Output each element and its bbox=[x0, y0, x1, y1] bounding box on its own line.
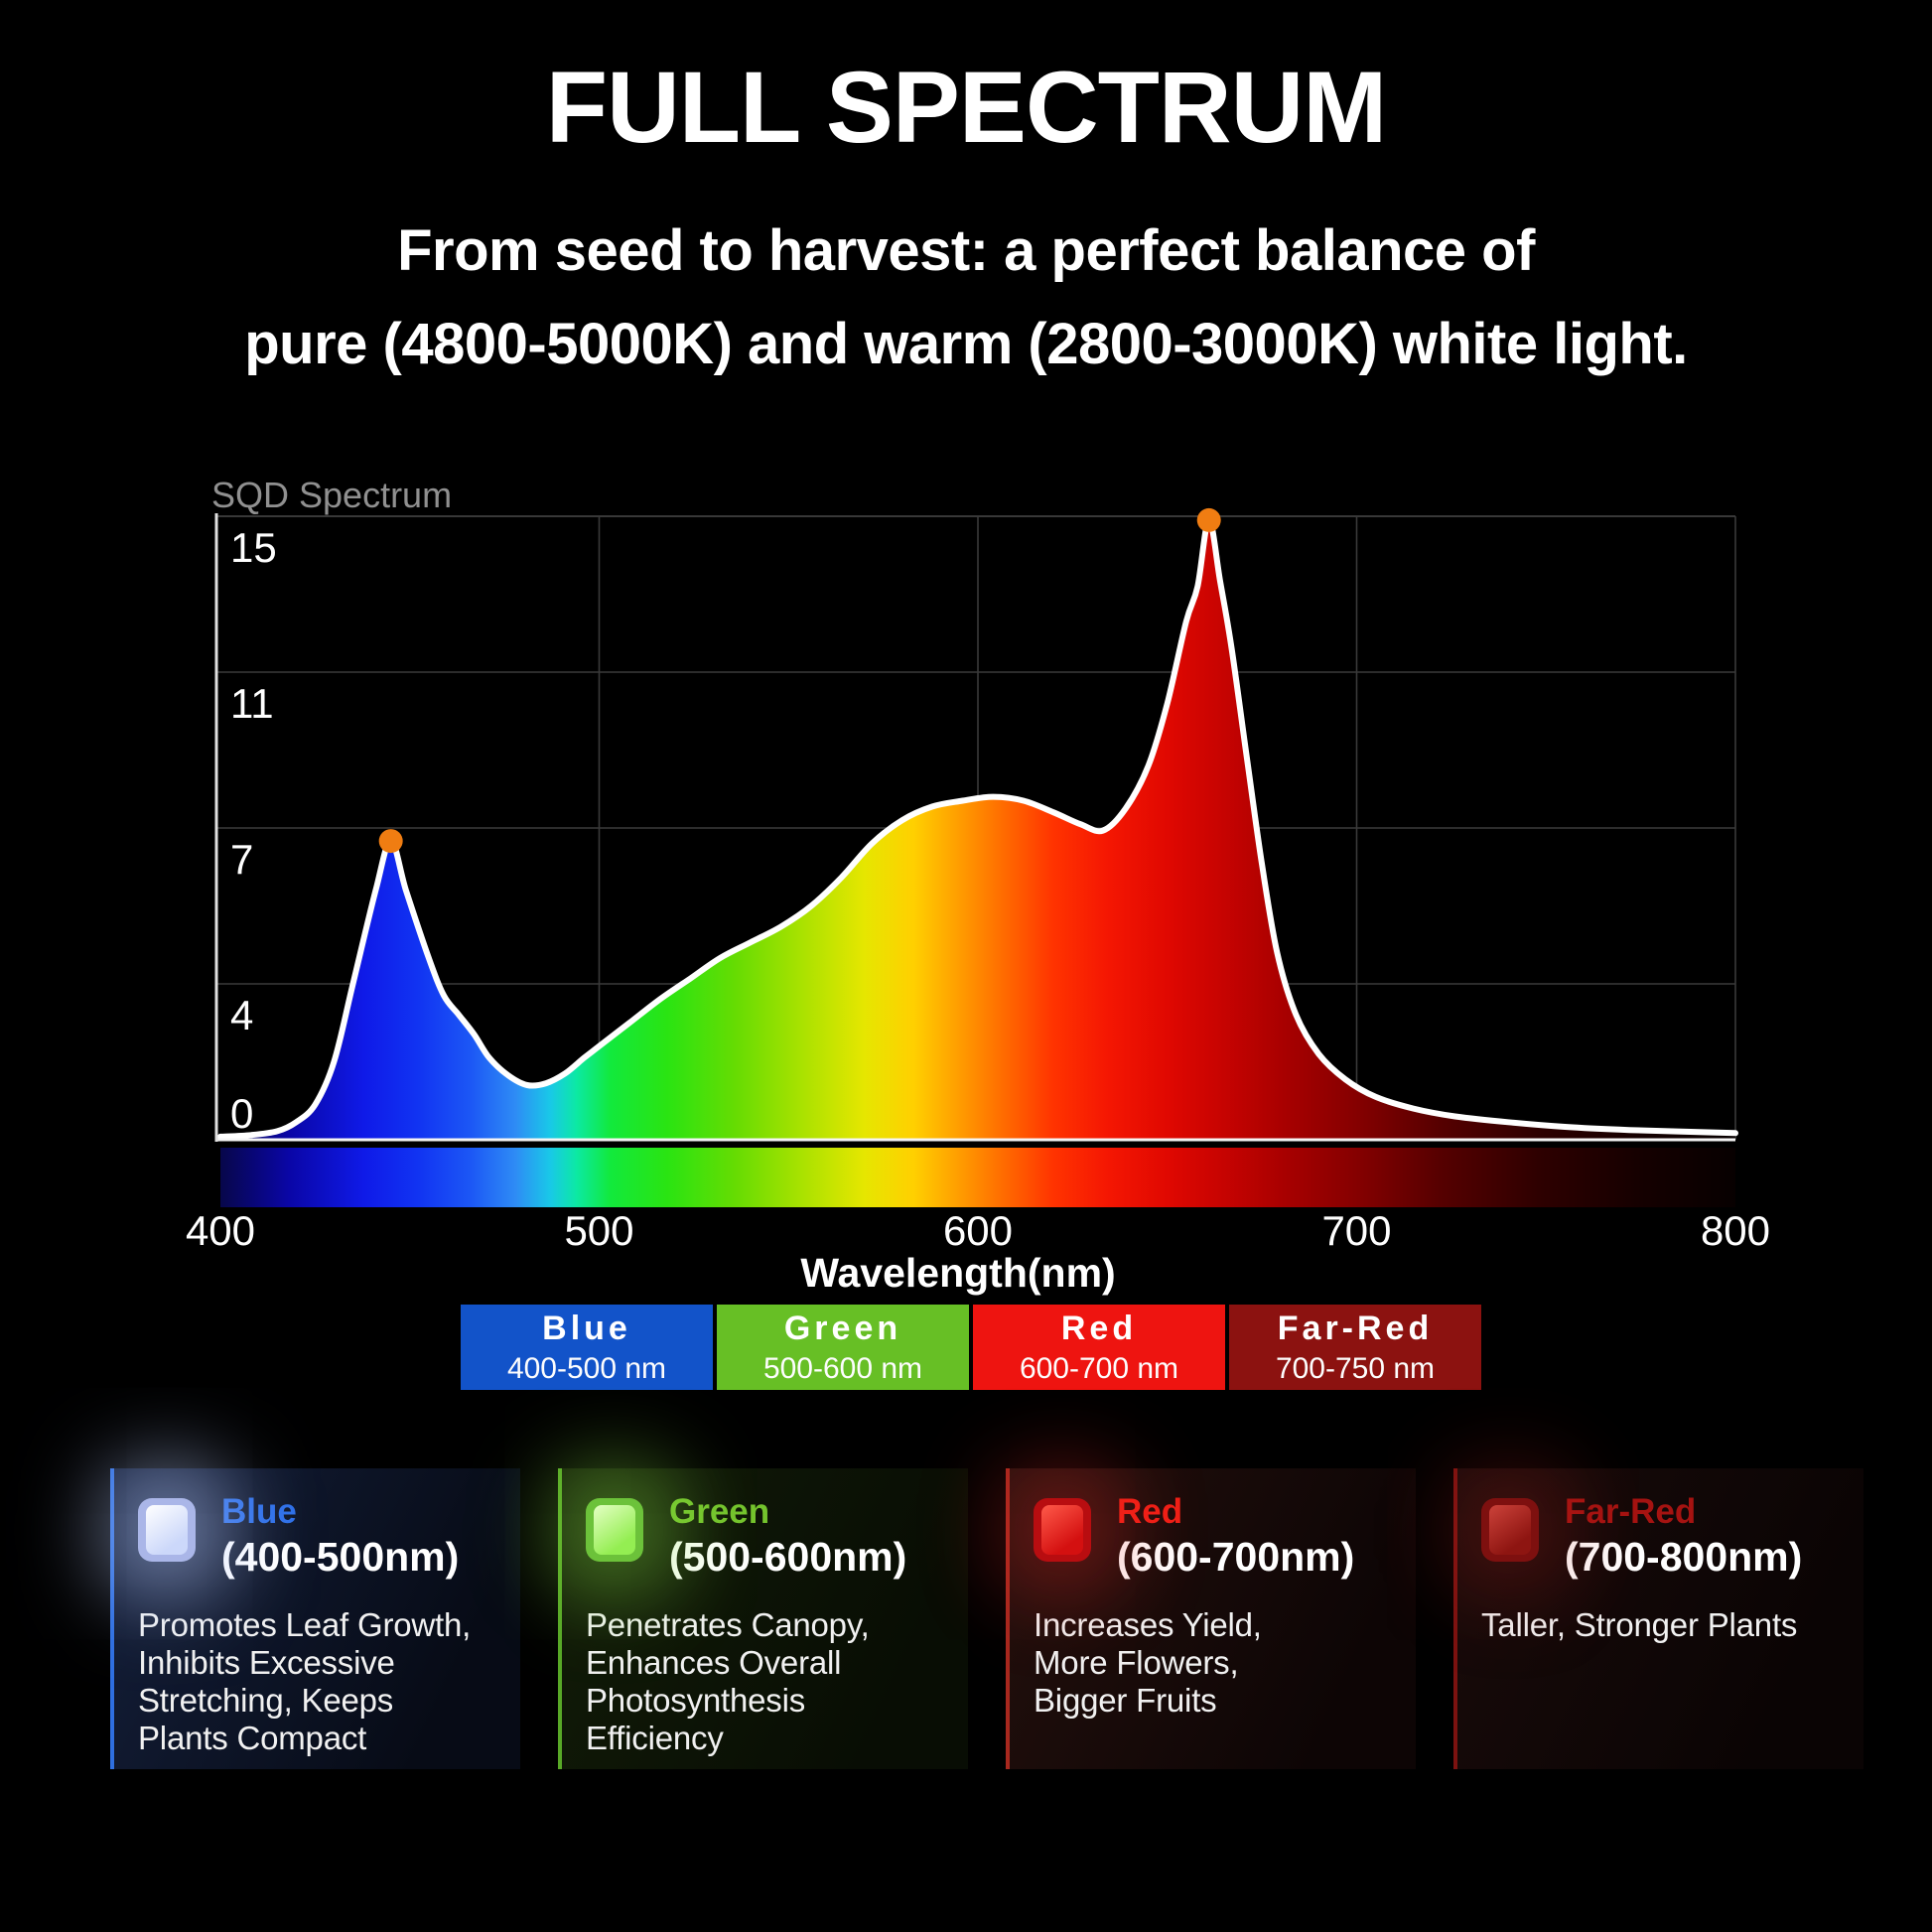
svg-text:11: 11 bbox=[230, 680, 274, 727]
card-header: Green (500-600nm) bbox=[586, 1492, 946, 1581]
svg-text:800: 800 bbox=[1701, 1207, 1770, 1254]
subtitle-line-1: From seed to harvest: a perfect balance … bbox=[397, 218, 1535, 283]
card-farred: Far-Red (700-800nm) Taller, Stronger Pla… bbox=[1453, 1468, 1863, 1769]
legend-item-red: Red 600-700 nm bbox=[973, 1305, 1225, 1390]
svg-text:4: 4 bbox=[230, 992, 253, 1038]
svg-text:700: 700 bbox=[1321, 1207, 1391, 1254]
svg-text:0: 0 bbox=[230, 1090, 253, 1137]
card-title: Red bbox=[1117, 1492, 1183, 1531]
card-description: Increases Yield, More Flowers, Bigger Fr… bbox=[1034, 1606, 1262, 1720]
green-led-icon bbox=[586, 1498, 643, 1562]
card-red: Red (600-700nm) Increases Yield, More Fl… bbox=[1006, 1468, 1416, 1769]
legend-item-blue: Blue 400-500 nm bbox=[461, 1305, 713, 1390]
svg-text:7: 7 bbox=[230, 836, 253, 883]
page-title: FULL SPECTRUM bbox=[545, 51, 1387, 164]
legend-item-farred: Far-Red 700-750 nm bbox=[1229, 1305, 1481, 1390]
page-subtitle: From seed to harvest: a perfect balance … bbox=[0, 205, 1932, 391]
card-header: Red (600-700nm) bbox=[1034, 1492, 1394, 1581]
card-blue: Blue (400-500nm) Promotes Leaf Growth, I… bbox=[110, 1468, 520, 1769]
svg-text:600: 600 bbox=[943, 1207, 1013, 1254]
legend-label: Far-Red bbox=[1277, 1309, 1434, 1347]
card-green: Green (500-600nm) Penetrates Canopy, Enh… bbox=[558, 1468, 968, 1769]
svg-text:15: 15 bbox=[230, 524, 277, 571]
legend-range: 500-600 nm bbox=[762, 1351, 923, 1385]
card-title: Far-Red bbox=[1565, 1492, 1697, 1531]
red-led-icon bbox=[1034, 1498, 1091, 1562]
legend-label: Red bbox=[1060, 1309, 1138, 1347]
farred-led-icon bbox=[1481, 1498, 1539, 1562]
svg-text:Wavelength(nm): Wavelength(nm) bbox=[800, 1250, 1115, 1296]
card-description: Promotes Leaf Growth, Inhibits Excessive… bbox=[138, 1606, 472, 1757]
legend-range: 700-750 nm bbox=[1275, 1351, 1436, 1385]
card-header: Far-Red (700-800nm) bbox=[1481, 1492, 1842, 1581]
legend-range: 400-500 nm bbox=[506, 1351, 667, 1385]
svg-text:SQD Spectrum: SQD Spectrum bbox=[211, 475, 452, 515]
card-title: Blue bbox=[221, 1492, 297, 1531]
svg-text:400: 400 bbox=[186, 1207, 255, 1254]
card-range: (700-800nm) bbox=[1565, 1534, 1803, 1581]
legend-label: Green bbox=[783, 1309, 902, 1347]
wavelength-legend: Blue 400-500 nm Green 500-600 nm Red 600… bbox=[461, 1305, 1481, 1390]
subtitle-line-2: pure (4800-5000K) and warm (2800-3000K) … bbox=[244, 312, 1688, 376]
card-description: Taller, Stronger Plants bbox=[1481, 1606, 1798, 1644]
card-title: Green bbox=[669, 1492, 770, 1531]
legend-range: 600-700 nm bbox=[1019, 1351, 1179, 1385]
legend-label: Blue bbox=[542, 1309, 631, 1347]
blue-led-icon bbox=[138, 1498, 196, 1562]
legend-item-green: Green 500-600 nm bbox=[717, 1305, 969, 1390]
card-header: Blue (400-500nm) bbox=[138, 1492, 498, 1581]
card-description: Penetrates Canopy, Enhances Overall Phot… bbox=[586, 1606, 870, 1757]
card-range: (500-600nm) bbox=[669, 1534, 907, 1581]
card-range: (400-500nm) bbox=[221, 1534, 460, 1581]
card-range: (600-700nm) bbox=[1117, 1534, 1355, 1581]
svg-text:500: 500 bbox=[564, 1207, 633, 1254]
